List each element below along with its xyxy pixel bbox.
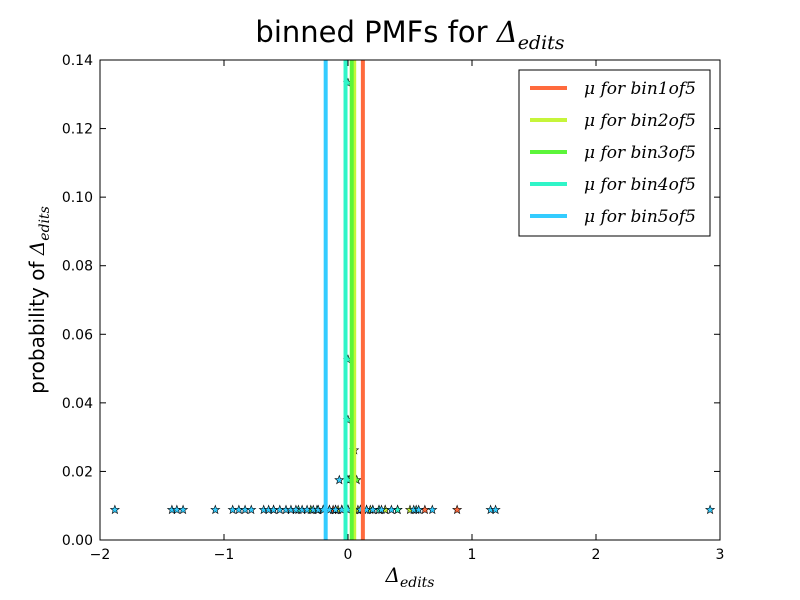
- x-tick-label: 1: [468, 547, 477, 563]
- x-axis-ticks: −2 −1 0 1 2 3: [90, 60, 725, 563]
- data-point-bin1: [452, 504, 463, 515]
- data-point-bin5: [704, 504, 716, 515]
- data-point-bin5: [210, 504, 221, 515]
- plot-frame: [99, 59, 721, 541]
- chart-title: binned PMFs for Δedits: [255, 15, 564, 54]
- legend-label-bin1: μ for bin1of5: [584, 79, 696, 99]
- x-tick-label: −2: [90, 547, 111, 563]
- y-tick-label: 0.08: [62, 259, 93, 275]
- y-tick-label: 0.10: [62, 190, 93, 206]
- legend-label-bin5: μ for bin5of5: [584, 207, 696, 227]
- x-tick-label: 2: [592, 547, 601, 563]
- mean-lines: [323, 60, 365, 540]
- data-point-bin5: [427, 504, 438, 515]
- legend-label-bin2: μ for bin2of5: [584, 111, 696, 131]
- x-axis-label: Δedits: [385, 563, 435, 591]
- y-tick-label: 0.02: [62, 464, 93, 480]
- legend-label-bin3: μ for bin3of5: [584, 143, 696, 163]
- x-tick-label: −1: [214, 547, 235, 563]
- data-point-bin5: [246, 504, 257, 515]
- y-tick-label: 0.14: [62, 53, 93, 69]
- y-tick-label: 0.12: [62, 122, 93, 138]
- data-point-bin5: [413, 504, 424, 515]
- y-tick-label: 0.06: [62, 327, 93, 343]
- y-tick-label: 0.00: [62, 533, 93, 549]
- data-point-bin5: [367, 504, 378, 515]
- data-point-bin5: [334, 474, 345, 485]
- x-tick-label: 0: [344, 547, 353, 563]
- legend-label-bin4: μ for bin4of5: [584, 175, 696, 195]
- y-axis-ticks: 0.00 0.02 0.04 0.06 0.08 0.10 0.12 0.14: [62, 53, 720, 549]
- x-tick-label: 3: [716, 547, 725, 563]
- data-point-bin5: [490, 504, 501, 515]
- legend: μ for bin1of5 μ for bin2of5 μ for bin3of5 μ…: [518, 69, 711, 237]
- y-axis-label: probability of Δedits: [25, 206, 53, 394]
- data-point-bin5: [177, 504, 189, 515]
- data-point-bin5: [376, 504, 387, 515]
- data-point-bin5: [386, 504, 397, 515]
- data-point-bin5: [109, 504, 120, 515]
- y-tick-label: 0.04: [62, 396, 93, 412]
